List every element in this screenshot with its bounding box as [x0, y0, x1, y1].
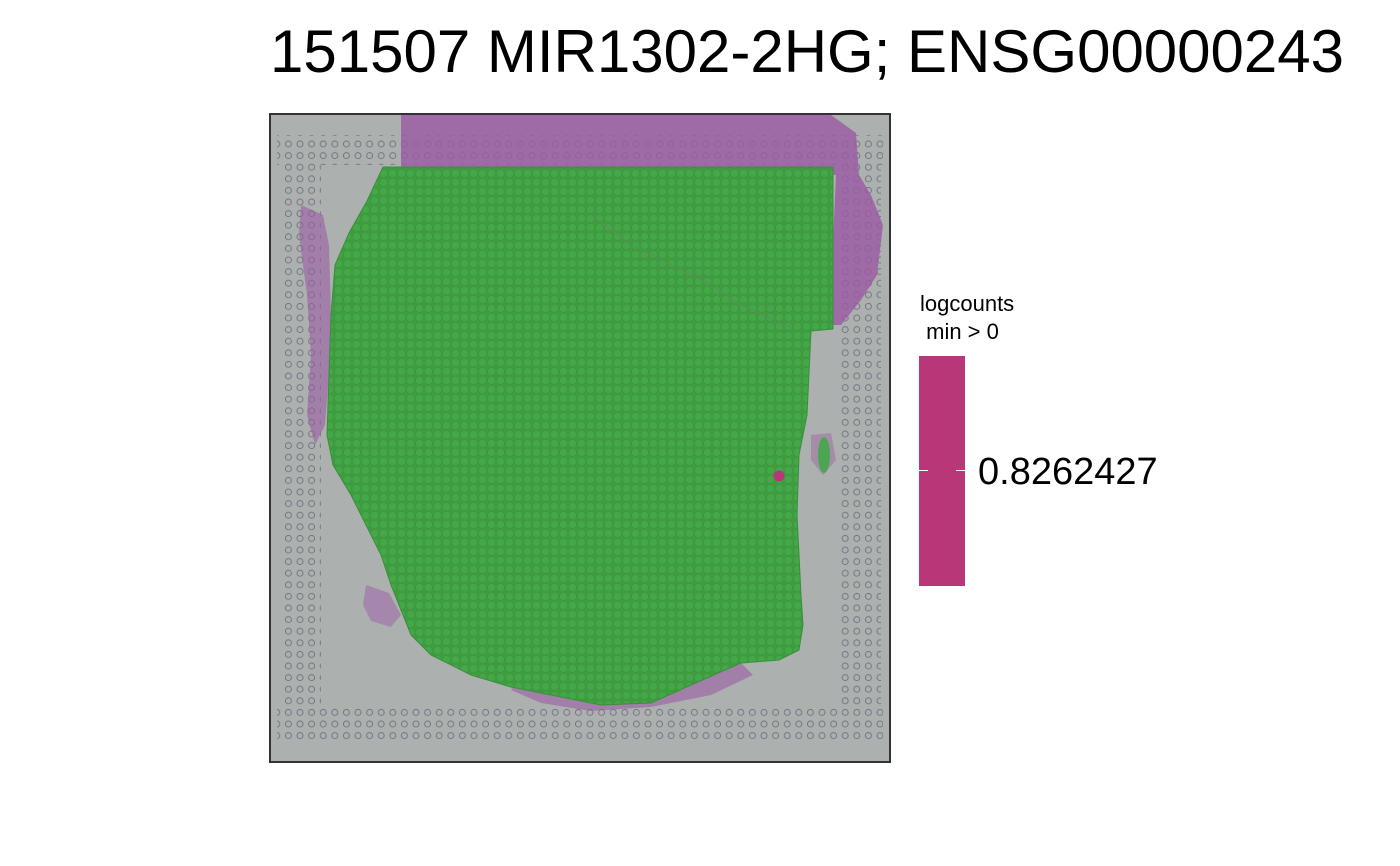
plot-title: 151507 MIR1302-2HG; ENSG00000243	[270, 18, 1345, 85]
expressed-spot	[773, 470, 785, 482]
legend-title: logcounts min > 0	[920, 290, 1014, 346]
tissue-image	[271, 115, 889, 761]
legend-title-line1: logcounts	[920, 291, 1015, 316]
tissue-image-panel	[269, 113, 891, 763]
legend-tick-left	[919, 470, 928, 471]
fiducial-frame	[277, 135, 883, 741]
legend-value-label: 0.8262427	[978, 451, 1158, 493]
spot-island	[818, 437, 830, 473]
legend-tick-right	[956, 470, 965, 471]
legend-colorbar	[919, 356, 965, 586]
tissue-fold-lines	[590, 214, 792, 328]
legend-title-line2: min > 0	[920, 319, 999, 344]
non-expressed-spots	[326, 166, 834, 706]
